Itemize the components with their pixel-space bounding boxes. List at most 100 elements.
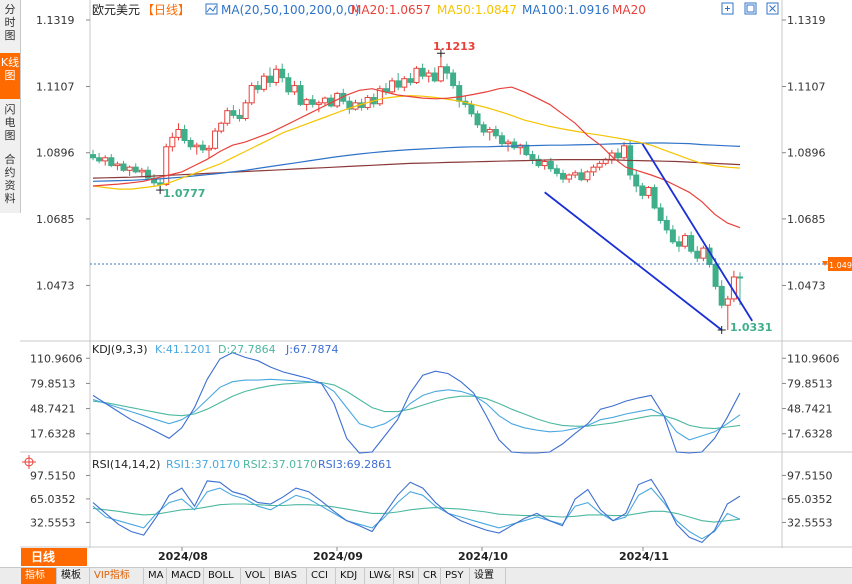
ma20-line <box>92 86 741 229</box>
candle-body-92 <box>651 187 658 209</box>
price-axis-left-2: 1.0896 <box>36 147 75 160</box>
axis-labels: 1.1319 1.1319 1.1107 1.1107 1.0896 1.0896 1.06… <box>30 14 840 563</box>
candle-body-2 <box>102 157 109 162</box>
candle-body-29 <box>267 75 274 83</box>
candle-body-32 <box>285 77 292 93</box>
candle-body-74 <box>541 161 548 167</box>
kdj-k-line <box>92 378 741 441</box>
candle-body-81 <box>584 171 591 181</box>
candle-body-52 <box>407 78 414 83</box>
bottom-tab-2[interactable]: VIP指标 <box>90 568 144 584</box>
bottom-tab-11[interactable]: RSI <box>394 568 419 584</box>
kdj-axis-left-2: 48.7421 <box>30 403 76 416</box>
bottom-tab-0[interactable]: 指标 <box>21 568 57 584</box>
candle-body-91 <box>645 187 652 196</box>
expand-icon[interactable] <box>721 2 734 15</box>
candle-body-21 <box>218 122 225 132</box>
candle-body-100 <box>700 247 707 259</box>
candle-body-24 <box>236 114 243 120</box>
bottom-tab-3[interactable]: MA <box>144 568 167 584</box>
candle-body-66 <box>492 129 499 137</box>
bottom-tab-8[interactable]: CCI <box>307 568 336 584</box>
candle-body-82 <box>590 166 597 173</box>
candle-body-6 <box>126 166 133 171</box>
ma200-line <box>92 159 741 179</box>
candle-body-79 <box>572 172 579 176</box>
rsi-axis-left-1: 65.0352 <box>30 493 76 506</box>
candle-body-33 <box>291 85 298 93</box>
candle-body-106 <box>737 276 743 279</box>
bottom-tab-12[interactable]: CR <box>419 568 441 584</box>
candle-body-18 <box>199 144 206 151</box>
candle-body-15 <box>181 129 188 141</box>
close-icon[interactable] <box>766 2 779 15</box>
candle-body-23 <box>230 110 237 116</box>
rsi-axis-left-0: 97.5150 <box>30 469 76 482</box>
bottom-tab-5[interactable]: BOLL <box>204 568 241 584</box>
side-tab-0[interactable]: 分时图 <box>4 3 16 42</box>
candle-body-59 <box>450 72 457 87</box>
candle-body-14 <box>175 129 182 138</box>
candle-body-19 <box>205 147 212 151</box>
kdj-label: KDJ(9,3,3) <box>92 343 148 356</box>
candle-body-9 <box>144 169 151 179</box>
kdj-j-value: J:67.7874 <box>285 343 338 356</box>
candle-body-31 <box>279 68 286 79</box>
candle-body-8 <box>138 169 145 173</box>
time-label-1: 2024/09 <box>313 550 363 563</box>
bottom-tab-10[interactable]: LW& <box>365 568 394 584</box>
rsi-settings-icon[interactable] <box>22 455 36 469</box>
candle-body-4 <box>114 163 121 167</box>
price-axis-right-2: 1.0896 <box>787 147 826 160</box>
indicator-series <box>92 351 741 544</box>
candle-body-102 <box>712 263 719 287</box>
rsi1-value: RSI1:37.0170 <box>166 458 240 471</box>
bottom-tab-7[interactable]: BIAS <box>270 568 307 584</box>
kdj-d-line <box>92 381 741 430</box>
restore-icon[interactable] <box>744 2 757 15</box>
low-left-annotation: 1.0777 <box>163 187 205 200</box>
candle-body-97 <box>682 235 689 247</box>
bottom-tab-14[interactable]: 设置 <box>470 568 506 584</box>
candle-body-93 <box>657 207 664 221</box>
bottom-tab-4[interactable]: MACD <box>167 568 204 584</box>
candle-body-55 <box>425 72 432 77</box>
time-label-0: 2024/08 <box>158 550 208 563</box>
current-price-marker <box>822 261 828 266</box>
ma20-value: MA20:1.0657 <box>351 3 431 17</box>
rsi-label: RSI(14,14,2) <box>92 458 160 471</box>
trendline-1 <box>641 143 753 322</box>
current-price-value: 1.0497 <box>829 261 852 270</box>
candle-body-77 <box>559 172 566 180</box>
candle-body-72 <box>529 154 536 160</box>
candle-body-73 <box>535 158 542 167</box>
side-tab-3[interactable]: 合约资料 <box>4 153 16 205</box>
bottom-tab-13[interactable]: PSY <box>441 568 470 584</box>
price-axis-right-3: 1.0685 <box>787 213 826 226</box>
candle-body-87 <box>621 145 628 159</box>
bottom-tab-6[interactable]: VOL <box>241 568 270 584</box>
side-tab-1[interactable]: K线图 <box>0 53 20 99</box>
price-axis-left-3: 1.0685 <box>36 213 75 226</box>
side-tab-2[interactable]: 闪电图 <box>4 103 16 142</box>
bottom-tab-1[interactable]: 模板 <box>57 568 90 584</box>
candle-body-0 <box>90 154 96 159</box>
ma50-value: MA50:1.0847 <box>437 3 517 17</box>
period-selector[interactable]: 日线 <box>21 548 87 566</box>
bottom-tab-9[interactable]: KDJ <box>336 568 365 584</box>
candle-body-103 <box>718 285 725 306</box>
ma-settings-icon[interactable] <box>205 3 218 15</box>
candle-body-50 <box>395 80 402 88</box>
price-axis-right-4: 1.0473 <box>787 279 826 292</box>
price-axis-right-0: 1.1319 <box>787 14 826 27</box>
trendline-0 <box>544 191 723 331</box>
kdj-axis-right-1: 79.8513 <box>787 377 833 390</box>
price-axis-left-1: 1.1107 <box>36 81 75 94</box>
candle-body-98 <box>688 235 695 252</box>
high-annotation: 1.1213 <box>433 40 475 53</box>
price-axis-right-1: 1.1107 <box>787 81 826 94</box>
kdj-axis-left-0: 110.9606 <box>30 352 83 365</box>
kdj-axis-right-0: 110.9606 <box>787 352 840 365</box>
candle-body-75 <box>547 161 554 170</box>
candle-body-78 <box>566 174 573 180</box>
